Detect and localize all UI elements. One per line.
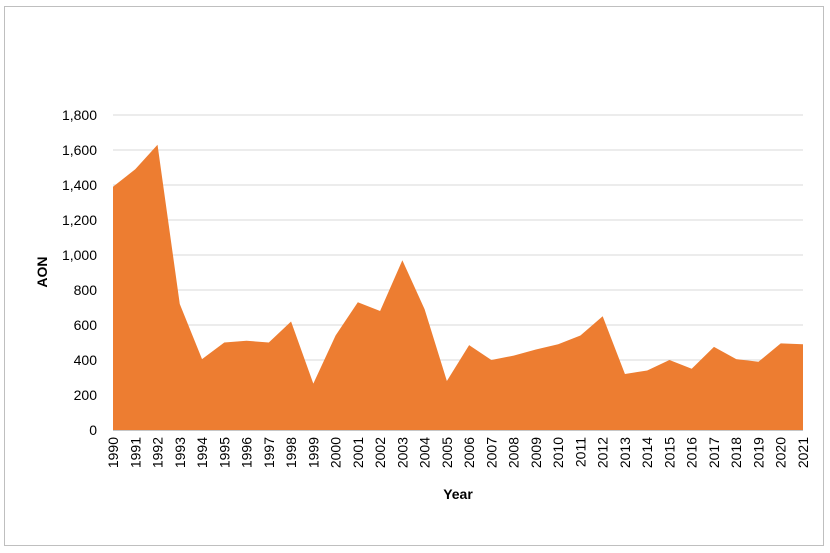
x-tick-label: 2012: [595, 437, 611, 468]
x-tick-label: 2021: [795, 437, 811, 468]
y-tick-label: 800: [74, 282, 98, 298]
x-axis-title: Year: [443, 486, 473, 502]
x-tick-label: 2017: [706, 437, 722, 468]
plot-area: [113, 144, 803, 430]
y-tick-label: 600: [74, 317, 98, 333]
x-tick-label: 2005: [439, 437, 455, 468]
x-tick-label: 1999: [305, 437, 321, 468]
y-tick-label: 1,200: [62, 212, 97, 228]
x-tick-label: 2015: [661, 437, 677, 468]
x-tick-label: 2002: [372, 437, 388, 468]
x-tick-label: 2014: [639, 437, 655, 468]
y-tick-label: 1,800: [62, 107, 97, 123]
x-tick-label: 2008: [506, 437, 522, 468]
x-tick-label: 1998: [283, 437, 299, 468]
y-tick-label: 1,000: [62, 247, 97, 263]
y-tick-label: 1,400: [62, 177, 97, 193]
x-tick-label: 1995: [216, 437, 232, 468]
y-tick-label: 200: [74, 387, 98, 403]
x-tick-label: 2001: [350, 437, 366, 468]
x-tick-label: 2010: [550, 437, 566, 468]
x-tick-label: 1993: [172, 437, 188, 468]
x-tick-label: 2011: [572, 437, 588, 467]
x-tick-label: 2020: [773, 437, 789, 468]
x-tick-label: 1997: [261, 437, 277, 468]
x-tick-label: 2013: [617, 437, 633, 468]
x-tick-label: 2007: [483, 437, 499, 468]
x-tick-label: 2000: [328, 437, 344, 468]
x-axis-ticks: 1990 1991 1992 1993 1994 1995 1996 1997 1998 1999…: [105, 437, 811, 468]
area-series-aon: [113, 144, 803, 430]
y-tick-label: 1,600: [62, 142, 97, 158]
x-tick-label: 2006: [461, 437, 477, 468]
x-tick-label: 1996: [239, 437, 255, 468]
x-tick-label: 2018: [728, 437, 744, 468]
x-tick-label: 2016: [684, 437, 700, 468]
y-tick-label: 400: [74, 352, 98, 368]
x-tick-label: 1994: [194, 437, 210, 468]
x-tick-label: 2009: [528, 437, 544, 468]
x-tick-label: 1992: [150, 437, 166, 468]
x-tick-label: 2003: [394, 437, 410, 468]
y-tick-label: 0: [89, 422, 97, 438]
y-axis-ticks: 0 200 400 600 800 1,000 1,200 1,400 1,600 1,800: [62, 107, 97, 438]
y-axis-title: AON: [34, 256, 50, 287]
x-tick-label: 2019: [750, 437, 766, 468]
x-tick-label: 1990: [105, 437, 121, 468]
x-tick-label: 2004: [417, 437, 433, 468]
x-tick-label: 1991: [127, 437, 143, 468]
